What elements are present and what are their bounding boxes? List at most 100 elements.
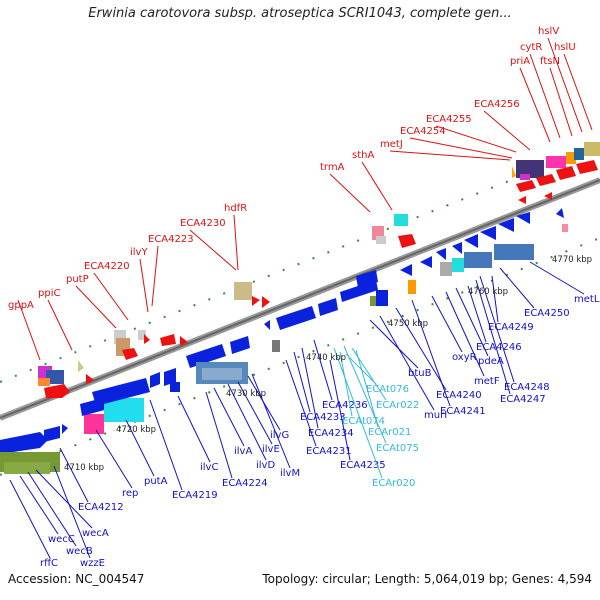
reverse-callout-line — [149, 399, 183, 491]
reverse-callout-line — [95, 429, 133, 489]
forward-gene-label[interactable]: hslU — [554, 42, 576, 53]
rna-gene-label[interactable]: ECAt075 — [376, 443, 419, 454]
gene-arrow — [518, 196, 526, 204]
feature-box — [84, 414, 104, 434]
reverse-gene-label[interactable]: ECA4240 — [436, 390, 482, 401]
feature-box — [452, 258, 464, 272]
reverse-callout-line — [227, 383, 267, 461]
reverse-gene-label[interactable]: ECA4212 — [78, 502, 124, 513]
reverse-gene-label[interactable]: murI — [424, 410, 447, 421]
rna-gene-label[interactable]: ECAt074 — [342, 416, 385, 427]
forward-gene-label[interactable]: ECA4254 — [400, 126, 446, 137]
feature-box — [138, 330, 146, 340]
feature-box — [234, 282, 252, 300]
reverse-callout-line — [369, 319, 419, 369]
reverse-gene-label[interactable]: ilvM — [280, 468, 300, 479]
reverse-gene-label[interactable]: metL — [574, 294, 600, 305]
reverse-gene-label[interactable]: ECA4235 — [340, 460, 386, 471]
reverse-gene-label[interactable]: ilvE — [262, 444, 280, 455]
forward-gene-label[interactable]: ECA4220 — [84, 261, 130, 272]
forward-gene-label[interactable]: ECA4223 — [148, 234, 194, 245]
reverse-gene-label[interactable]: wecC — [48, 534, 75, 545]
gene-arrow — [464, 234, 478, 248]
forward-gene-label[interactable]: ftsN — [540, 56, 560, 67]
forward-gene-label[interactable]: hslV — [538, 26, 559, 37]
reverse-gene-label[interactable]: ECA4249 — [488, 322, 534, 333]
rna-gene-label[interactable]: ECAt076 — [366, 384, 409, 395]
reverse-gene-label[interactable]: ilvA — [234, 446, 252, 457]
reverse-gene-label[interactable]: ECA4231 — [306, 446, 352, 457]
reverse-gene-label[interactable]: ECA4241 — [440, 406, 486, 417]
reverse-callout-line — [431, 295, 463, 353]
forward-gene-label[interactable]: metJ — [380, 139, 403, 150]
feature-box — [394, 214, 408, 226]
reverse-gene-label[interactable]: wzzE — [80, 558, 105, 569]
forward-callout-line — [563, 53, 593, 131]
reverse-gene-label[interactable]: ECA4234 — [308, 428, 354, 439]
gene-arrow — [160, 334, 176, 346]
reverse-gene-label[interactable]: ilvC — [200, 462, 218, 473]
reverse-callout-line — [205, 391, 233, 479]
forward-callout-line — [519, 67, 551, 143]
gene-arrow — [498, 218, 514, 232]
reverse-gene-label[interactable]: wecA — [82, 528, 109, 539]
reverse-gene-label[interactable]: ilvD — [256, 460, 275, 471]
forward-gene-label[interactable]: ECA4255 — [426, 114, 472, 125]
reverse-gene-label[interactable]: rep — [122, 488, 138, 499]
feature-box — [464, 252, 492, 268]
reverse-gene-label[interactable]: rffC — [40, 558, 58, 569]
forward-gene-label[interactable]: cytR — [520, 42, 542, 53]
reverse-gene-label[interactable]: metF — [474, 376, 500, 387]
forward-gene-label[interactable]: ppiC — [38, 288, 60, 299]
feature-box — [494, 244, 534, 260]
reverse-gene-label[interactable]: ECA4247 — [500, 394, 546, 405]
feature-box — [440, 262, 452, 276]
forward-gene-label[interactable]: putP — [66, 274, 89, 285]
rna-gene-label[interactable]: ECAr020 — [372, 478, 415, 489]
forward-callout-line — [151, 245, 159, 307]
forward-gene-label[interactable]: ECA4230 — [180, 218, 226, 229]
forward-gene-label[interactable]: ilvY — [130, 247, 148, 258]
reverse-gene-label[interactable]: ECA4250 — [524, 308, 570, 319]
feature-box — [566, 152, 576, 164]
gene-arrow — [516, 180, 536, 192]
rna-gene-label[interactable]: ECAr022 — [376, 400, 419, 411]
feature-box — [408, 280, 416, 294]
genome-summary: Topology: circular; Length: 5,064,019 bp… — [262, 572, 592, 586]
reverse-gene-label[interactable]: ECA4219 — [172, 490, 218, 501]
gene-arrow — [44, 426, 60, 442]
reverse-callout-line — [9, 479, 51, 559]
forward-callout-line — [549, 67, 573, 137]
reverse-gene-label[interactable]: wecB — [66, 546, 93, 557]
reverse-gene-label[interactable]: ECA4224 — [222, 478, 268, 489]
gene-arrow — [262, 296, 270, 308]
reverse-gene-label[interactable]: pdeA — [478, 356, 504, 367]
forward-gene-label[interactable]: trmA — [320, 162, 345, 173]
feature-box — [562, 224, 568, 232]
forward-gene-label[interactable]: ECA4256 — [474, 99, 520, 110]
gene-arrow — [452, 242, 462, 254]
rna-gene-label[interactable]: ECAr021 — [368, 427, 411, 438]
reverse-gene-label[interactable]: ECA4233 — [300, 412, 346, 423]
map-title: Erwinia carotovora subsp. atroseptica SC… — [88, 6, 512, 21]
gene-arrow — [398, 234, 416, 248]
rna-callout-line — [343, 345, 387, 444]
forward-gene-label[interactable]: gppA — [8, 300, 34, 311]
gene-arrow — [340, 280, 378, 302]
reverse-gene-label[interactable]: ECA4248 — [504, 382, 550, 393]
reverse-gene-label[interactable]: btuB — [408, 368, 432, 379]
reverse-gene-label[interactable]: ilvG — [270, 430, 289, 441]
forward-callout-line — [409, 137, 513, 159]
gene-arrow — [556, 208, 564, 218]
forward-gene-label[interactable]: priA — [510, 56, 530, 67]
reverse-gene-label[interactable]: oxyR — [452, 352, 477, 363]
reverse-gene-label[interactable]: putA — [144, 476, 168, 487]
forward-gene-label[interactable]: hdfR — [224, 203, 247, 214]
forward-gene-label[interactable]: sthA — [352, 150, 374, 161]
gene-arrow — [122, 348, 138, 360]
reverse-gene-label[interactable]: ECA4246 — [476, 342, 522, 353]
reverse-gene-label[interactable]: ECA4236 — [322, 400, 368, 411]
feature-box — [4, 462, 50, 474]
rna-callout-line — [355, 349, 379, 428]
